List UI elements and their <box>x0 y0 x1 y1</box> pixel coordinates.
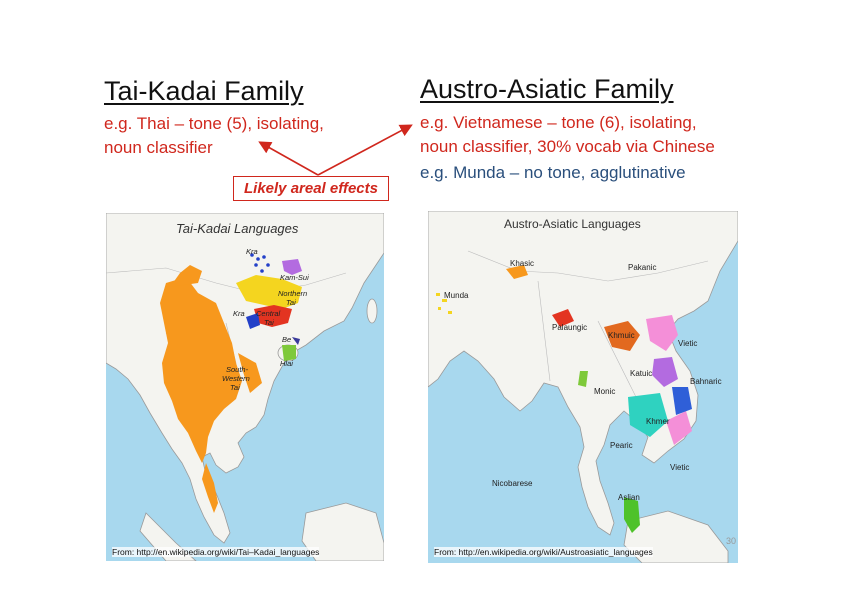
label-aslian: Aslian <box>618 493 640 502</box>
label-northern-tai-2: Tai <box>286 298 296 307</box>
label-khmuic: Khmuic <box>608 331 635 340</box>
label-be: Be <box>282 335 292 344</box>
arrow-to-austro-asiatic <box>317 124 413 176</box>
munda-example-line: e.g. Munda – no tone, agglutinative <box>420 163 686 182</box>
label-sw-tai-2: Western <box>222 374 250 383</box>
tai-kadai-map-title: Tai-Kadai Languages <box>176 221 299 236</box>
label-munda: Munda <box>444 291 469 300</box>
label-khmer: Khmer <box>646 417 670 426</box>
label-vietic-top: Vietic <box>678 339 698 348</box>
tai-kadai-source-link[interactable]: From: http://en.wikipedia.org/wiki/Tai–K… <box>112 547 320 557</box>
austro-asiatic-map: Austro-Asiatic Languages Khasic Pakanic … <box>428 211 738 563</box>
label-kra-mid: Kra <box>233 309 245 318</box>
label-palaungic: Palaungic <box>552 323 588 332</box>
label-sw-tai-3: Tai <box>230 383 240 392</box>
vietnamese-example-line2: noun classifier, 30% vocab via Chinese <box>420 137 715 156</box>
arrow-to-tai-kadai <box>258 141 319 176</box>
vietnamese-example-line1: e.g. Vietnamese – tone (6), isolating, <box>420 113 697 132</box>
thai-example-line1: e.g. Thai – tone (5), isolating, <box>104 114 324 133</box>
label-central-tai-1: Central <box>256 309 281 318</box>
austro-asiatic-source-link[interactable]: From: http://en.wikipedia.org/wiki/Austr… <box>434 547 653 557</box>
tai-kadai-map: Tai-Kadai Languages Kra Kam-Sui Northern… <box>106 213 384 561</box>
page-number: 30 <box>726 536 737 546</box>
label-pearic: Pearic <box>610 441 633 450</box>
austro-asiatic-map-graphic <box>428 211 738 563</box>
label-kam-sui: Kam-Sui <box>280 273 309 282</box>
tai-kadai-heading: Tai-Kadai Family <box>104 76 304 106</box>
label-khasic: Khasic <box>510 259 535 268</box>
austro-asiatic-heading: Austro-Asiatic Family <box>420 74 674 104</box>
label-pakanic: Pakanic <box>628 263 657 272</box>
label-bahnaric: Bahnaric <box>690 377 722 386</box>
tai-kadai-map-graphic <box>106 213 384 561</box>
label-monic: Monic <box>594 387 616 396</box>
label-hlai: Hlai <box>280 359 293 368</box>
thai-example-line2: noun classifier <box>104 138 213 157</box>
label-nicobarese: Nicobarese <box>492 479 533 488</box>
areal-effects-callout: Likely areal effects <box>233 176 389 201</box>
label-kra-top: Kra <box>246 247 258 256</box>
label-katuic: Katuic <box>630 369 653 378</box>
austro-asiatic-map-title: Austro-Asiatic Languages <box>504 217 641 231</box>
label-vietic-bottom: Vietic <box>670 463 690 472</box>
label-northern-tai-1: Northern <box>278 289 308 298</box>
label-sw-tai-1: South- <box>226 365 249 374</box>
label-central-tai-2: Tai <box>264 318 274 327</box>
